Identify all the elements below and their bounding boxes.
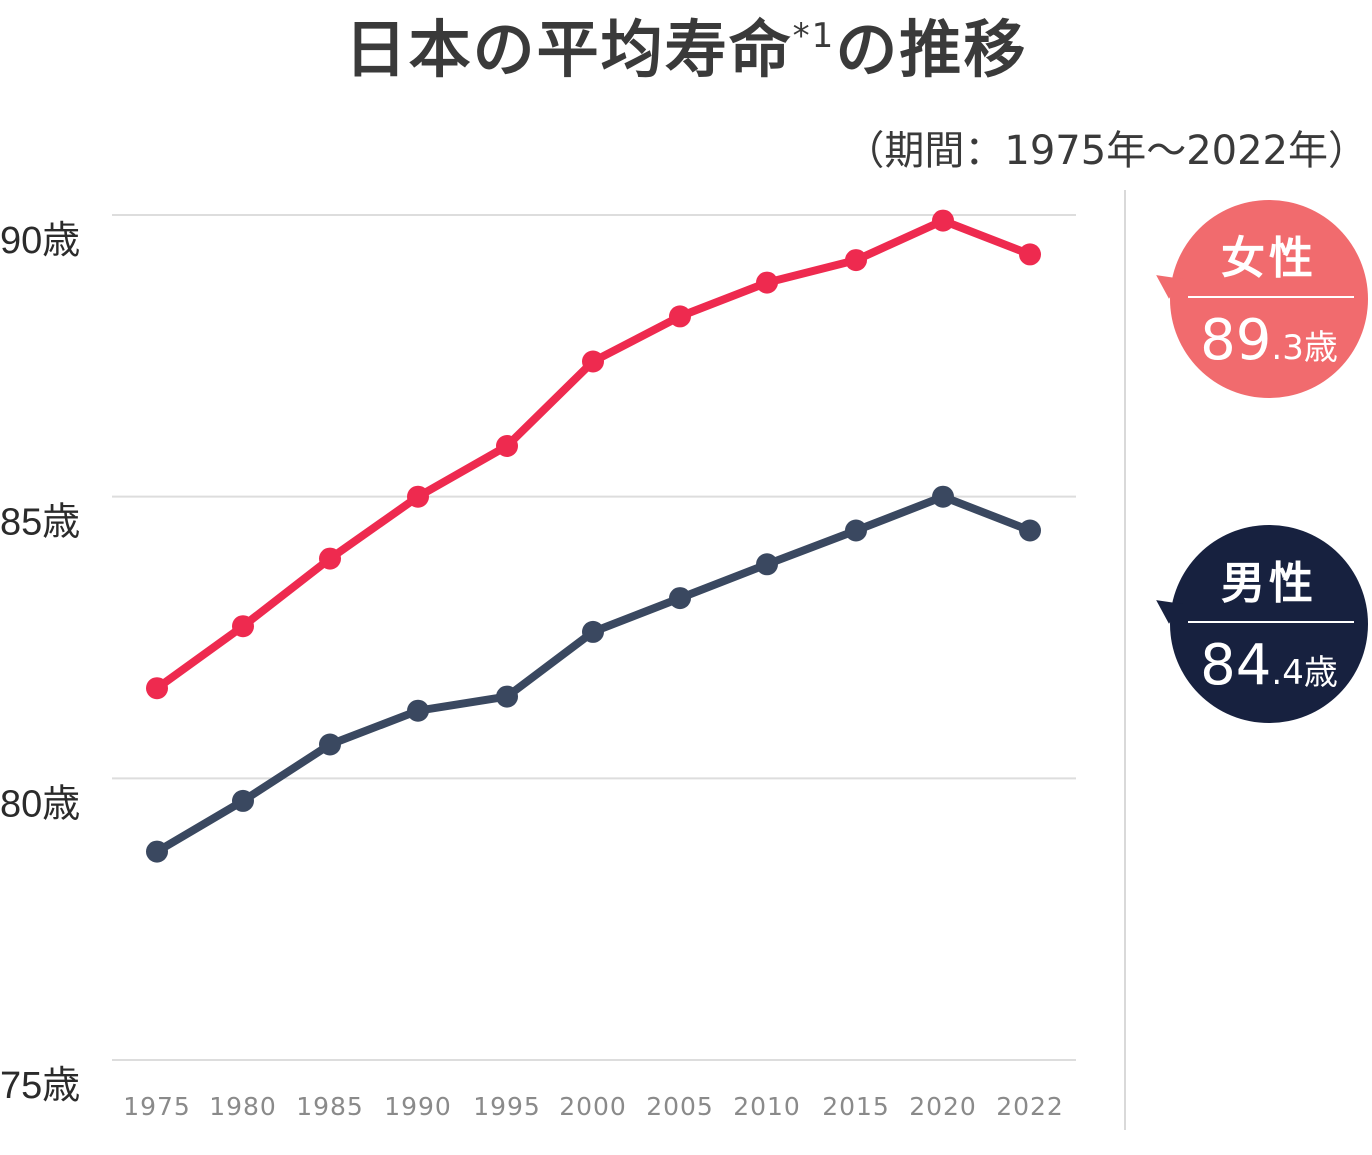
male-data-point xyxy=(756,553,778,576)
x-tick-label: 1990 xyxy=(384,1092,452,1121)
female-data-point xyxy=(232,615,254,638)
male-data-point xyxy=(232,789,254,812)
female-data-point xyxy=(932,209,954,232)
y-tick-label: 75歳 xyxy=(0,1065,80,1107)
chart-title: 日本の平均寿命*1の推移 xyxy=(0,0,1372,86)
x-tick-label: 2020 xyxy=(909,1092,977,1121)
male-badge: 男性 84.4歳 xyxy=(1170,525,1368,723)
female-data-point xyxy=(845,249,867,272)
male-badge-divider xyxy=(1188,621,1354,623)
female-data-point xyxy=(669,305,691,328)
x-tick-label: 2015 xyxy=(822,1092,890,1121)
male-series-line xyxy=(154,492,1032,856)
female-data-point xyxy=(582,350,604,373)
male-data-point xyxy=(319,733,341,756)
x-tick-label: 1995 xyxy=(473,1092,541,1121)
chart-title-suffix: の推移 xyxy=(835,13,1028,86)
x-tick-label: 2010 xyxy=(733,1092,801,1121)
y-tick-label: 90歳 xyxy=(0,220,80,262)
female-badge-value: 89.3歳 xyxy=(1170,308,1368,373)
male-data-point xyxy=(582,620,604,643)
y-tick-label: 80歳 xyxy=(0,783,80,825)
female-badge-divider xyxy=(1188,296,1354,298)
male-data-point xyxy=(1019,519,1041,542)
male-data-point xyxy=(496,685,518,708)
female-data-point xyxy=(146,677,168,700)
female-data-point xyxy=(1019,243,1041,266)
male-data-point xyxy=(845,519,867,542)
female-badge: 女性 89.3歳 xyxy=(1170,200,1368,398)
female-value-main: 89 xyxy=(1200,308,1272,373)
chart-title-footnote: *1 xyxy=(792,16,836,56)
female-data-point xyxy=(407,485,429,508)
male-badge-label: 男性 xyxy=(1221,558,1317,609)
x-tick-label: 2005 xyxy=(646,1092,714,1121)
female-series-line xyxy=(154,216,1032,692)
female-badge-label: 女性 xyxy=(1221,233,1317,284)
female-value-small: .3歳 xyxy=(1271,328,1338,368)
female-data-point xyxy=(756,271,778,294)
y-tick-label: 85歳 xyxy=(0,502,80,544)
female-data-point xyxy=(496,435,518,457)
male-data-point xyxy=(669,587,691,610)
x-tick-label: 2022 xyxy=(996,1092,1064,1121)
male-data-point xyxy=(146,840,168,863)
male-badge-value: 84.4歳 xyxy=(1170,633,1368,698)
period-label: （期間：1975年～2022年） xyxy=(844,128,1368,174)
female-data-point xyxy=(319,547,341,570)
x-tick-label: 1985 xyxy=(296,1092,364,1121)
male-value-small: .4歳 xyxy=(1271,653,1338,693)
x-tick-label: 1975 xyxy=(123,1092,191,1121)
chart-title-main: 日本の平均寿命 xyxy=(344,13,793,86)
male-data-point xyxy=(932,485,954,508)
male-value-main: 84 xyxy=(1200,633,1272,698)
x-tick-label: 1980 xyxy=(209,1092,277,1121)
male-data-point xyxy=(407,699,429,722)
x-tick-label: 2000 xyxy=(559,1092,627,1121)
